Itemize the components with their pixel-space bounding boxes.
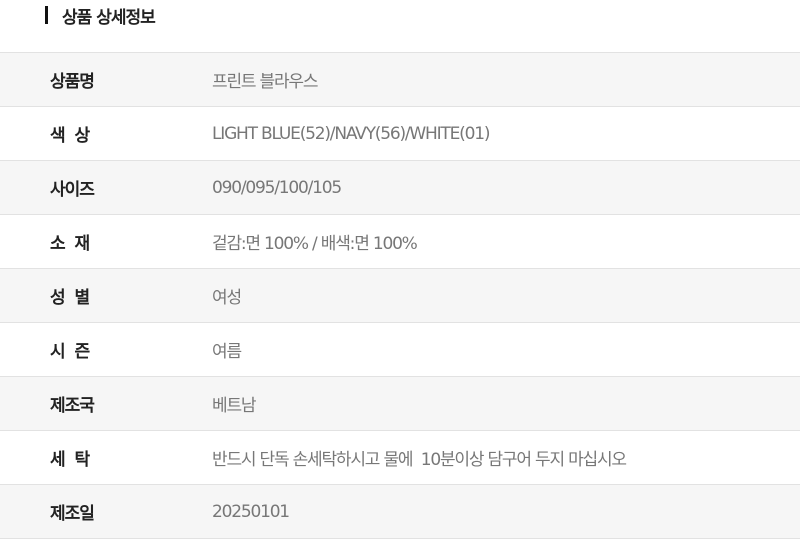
table-row-size: 사이즈 090/095/100/105 <box>0 161 800 215</box>
row-value: 베트남 <box>212 396 257 416</box>
table-row-material: 소 재 겉감:면 100% / 배색:면 100% <box>0 215 800 269</box>
table-row-season: 시 즌 여름 <box>0 323 800 377</box>
section-header: 상품 상세정보 <box>45 0 156 30</box>
row-label: 제조국 <box>50 396 95 416</box>
table-row-color: 색 상 LIGHT BLUE(52)/NAVY(56)/WHITE(01) <box>0 107 800 161</box>
table-row-country: 제조국 베트남 <box>0 377 800 431</box>
row-label: 소 재 <box>50 234 90 254</box>
product-info-table: 상품명 프린트 블라우스 색 상 LIGHT BLUE(52)/NAVY(56)/W… <box>0 52 800 539</box>
row-label: 성 별 <box>50 288 90 308</box>
row-value: 20250101 <box>212 501 290 522</box>
row-value: 겉감:면 100% / 배색:면 100% <box>212 234 418 254</box>
row-label: 상품명 <box>50 72 95 92</box>
title-accent-bar <box>45 6 48 24</box>
row-label: 색 상 <box>50 126 90 146</box>
row-value: 090/095/100/105 <box>212 177 342 198</box>
row-label: 시 즌 <box>50 342 90 362</box>
table-row-product-name: 상품명 프린트 블라우스 <box>0 53 800 107</box>
table-row-gender: 성 별 여성 <box>0 269 800 323</box>
table-row-washing: 세 탁 반드시 단독 손세탁하시고 물에 10분이상 담구어 두지 마십시오 <box>0 431 800 485</box>
row-value: 프린트 블라우스 <box>212 72 319 92</box>
row-label: 세 탁 <box>50 450 90 470</box>
row-value: 반드시 단독 손세탁하시고 물에 10분이상 담구어 두지 마십시오 <box>212 450 627 470</box>
section-title: 상품 상세정보 <box>62 7 156 28</box>
row-value: 여름 <box>212 342 242 362</box>
row-value: LIGHT BLUE(52)/NAVY(56)/WHITE(01) <box>212 123 490 144</box>
table-row-manufacture-date: 제조일 20250101 <box>0 485 800 539</box>
row-label: 제조일 <box>50 504 95 524</box>
row-value: 여성 <box>212 288 242 308</box>
row-label: 사이즈 <box>50 180 95 200</box>
